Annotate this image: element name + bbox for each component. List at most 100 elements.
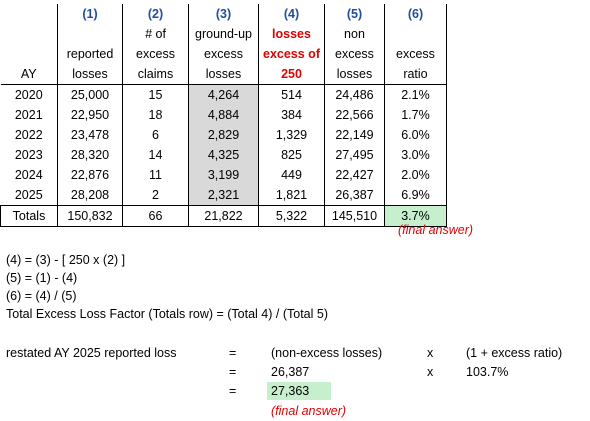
nonexcess-header-2: excess [323,44,385,64]
equals-sign: = [229,384,237,398]
nonexcess-cell: 27,495 [323,145,385,165]
col-number-3: (3) [188,4,259,24]
col-number-1: (1) [57,4,123,24]
ratio-cell: 6.0% [383,125,447,145]
formula-line: (4) = (3) - [ 250 x (2) ] [6,253,126,267]
totals-claims: 66 [122,205,189,227]
claims-header-3: claims [122,64,189,85]
claims-cell: 15 [122,84,189,105]
excess-cell: 825 [258,145,325,165]
multiply-sign: x [427,346,434,360]
ay-cell: 2020 [0,84,58,105]
claims-header-2: excess [122,44,189,64]
totals-row: Totals 150,832 66 21,822 5,322 145,510 3… [0,205,447,227]
claims-cell: 14 [122,145,189,165]
table-row: 2025 28,208 2 2,321 1,821 26,387 6.9% [1,185,447,206]
reported-cell: 22,876 [57,165,123,185]
excess-cell: 1,329 [258,125,325,145]
ay-header: AY [20,67,37,81]
groundup-cell: 2,321 [188,185,259,206]
ay-cell: 2023 [14,148,43,162]
equals-sign: = [229,346,237,360]
excess-cell: 514 [258,84,325,105]
table-row: 2023 28,320 14 4,325 825 27,495 3.0% [1,145,447,165]
totals-excess: 5,322 [258,205,325,227]
nonexcess-header-3: losses [323,64,385,85]
ratio-cell: 2.0% [383,165,447,185]
col-number-2: (2) [122,4,189,24]
col-number-4: (4) [258,4,325,24]
header-blank [1,4,58,24]
header-blank [1,44,58,64]
totals-label: Totals [0,205,58,227]
header-row-2: reported excess excess excess of excess … [1,44,447,64]
ratio-cell: 2.1% [383,84,447,105]
reported-header-2: reported [57,44,123,64]
restated-result: 27,363 [267,382,331,400]
formula-line: (5) = (1) - (4) [6,271,78,285]
ratio-header-3: ratio [383,64,447,85]
equals-sign: = [229,365,237,379]
multiply-sign: x [427,365,434,379]
ay-cell: 2022 [14,128,43,142]
ratio-cell: 3.0% [383,145,447,165]
table-row: 2022 23,478 6 2,829 1,329 22,149 6.0% [1,125,447,145]
excess-losses-header-3: 250 [258,64,325,85]
nonexcess-cell: 22,566 [323,105,385,125]
groundup-header-2: excess [188,44,259,64]
reported-cell: 28,208 [57,185,123,206]
ratio-cell: 6.9% [383,185,447,206]
restated-label: restated AY 2025 reported loss [6,346,177,360]
restate-term: (non-excess losses) [271,346,383,360]
claims-cell: 18 [122,105,189,125]
claims-header-1: # of [122,24,189,44]
reported-cell: 28,320 [57,145,123,165]
excess-losses-header-1: losses [258,24,325,44]
col-number-6: (6) [383,4,447,24]
ratio-cell: 1.7% [383,105,447,125]
ay-cell: 2021 [14,108,43,122]
restate-factor: (1 + excess ratio) [466,346,563,360]
groundup-header-3: losses [188,64,259,85]
groundup-cell: 4,264 [188,84,259,105]
final-answer-note-table: (final answer) [398,223,474,237]
groundup-cell: 4,325 [188,145,259,165]
excess-cell: 1,821 [258,185,325,206]
reported-header-3: losses [57,64,123,85]
nonexcess-cell: 22,427 [323,165,385,185]
excess-loss-table: (1) (2) (3) (4) (5) (6) # of ground-up l… [0,4,447,227]
totals-groundup: 21,822 [188,205,259,227]
header-row-1: # of ground-up losses non [1,24,447,44]
final-answer-note-restate: (final answer) [271,404,347,418]
excess-losses-header-2: excess of [258,44,325,64]
claims-cell: 2 [122,185,189,206]
reported-cell: 23,478 [57,125,123,145]
nonexcess-cell: 22,149 [323,125,385,145]
groundup-cell: 2,829 [188,125,259,145]
totals-reported: 150,832 [57,205,123,227]
excess-cell: 449 [258,165,325,185]
groundup-header-1: ground-up [188,24,259,44]
formula-line: (6) = (4) / (5) [6,289,77,303]
restate-value: 26,387 [271,365,310,379]
table-row: 2020 25,000 15 4,264 514 24,486 2.1% [0,84,447,105]
formula-line: Total Excess Loss Factor (Totals row) = … [6,307,328,321]
groundup-cell: 4,884 [188,105,259,125]
claims-cell: 11 [122,165,189,185]
header-row-3: AY losses claims losses 250 losses ratio [1,64,447,85]
table-row: 2021 22,950 18 4,884 384 22,566 1.7% [1,105,447,125]
nonexcess-cell: 24,486 [323,84,385,105]
ay-cell: 2025 [14,188,43,202]
col-number-5: (5) [323,4,385,24]
totals-nonexcess: 145,510 [323,205,385,227]
ratio-header-1 [383,24,447,44]
reported-header-1 [57,24,123,44]
excess-cell: 384 [258,105,325,125]
totals-ratio: 3.7% [383,205,447,227]
reported-cell: 22,950 [57,105,123,125]
column-number-row: (1) (2) (3) (4) (5) (6) [1,4,447,24]
table-row: 2024 22,876 11 3,199 449 22,427 2.0% [1,165,447,185]
groundup-cell: 3,199 [188,165,259,185]
ratio-header-2: excess [383,44,447,64]
